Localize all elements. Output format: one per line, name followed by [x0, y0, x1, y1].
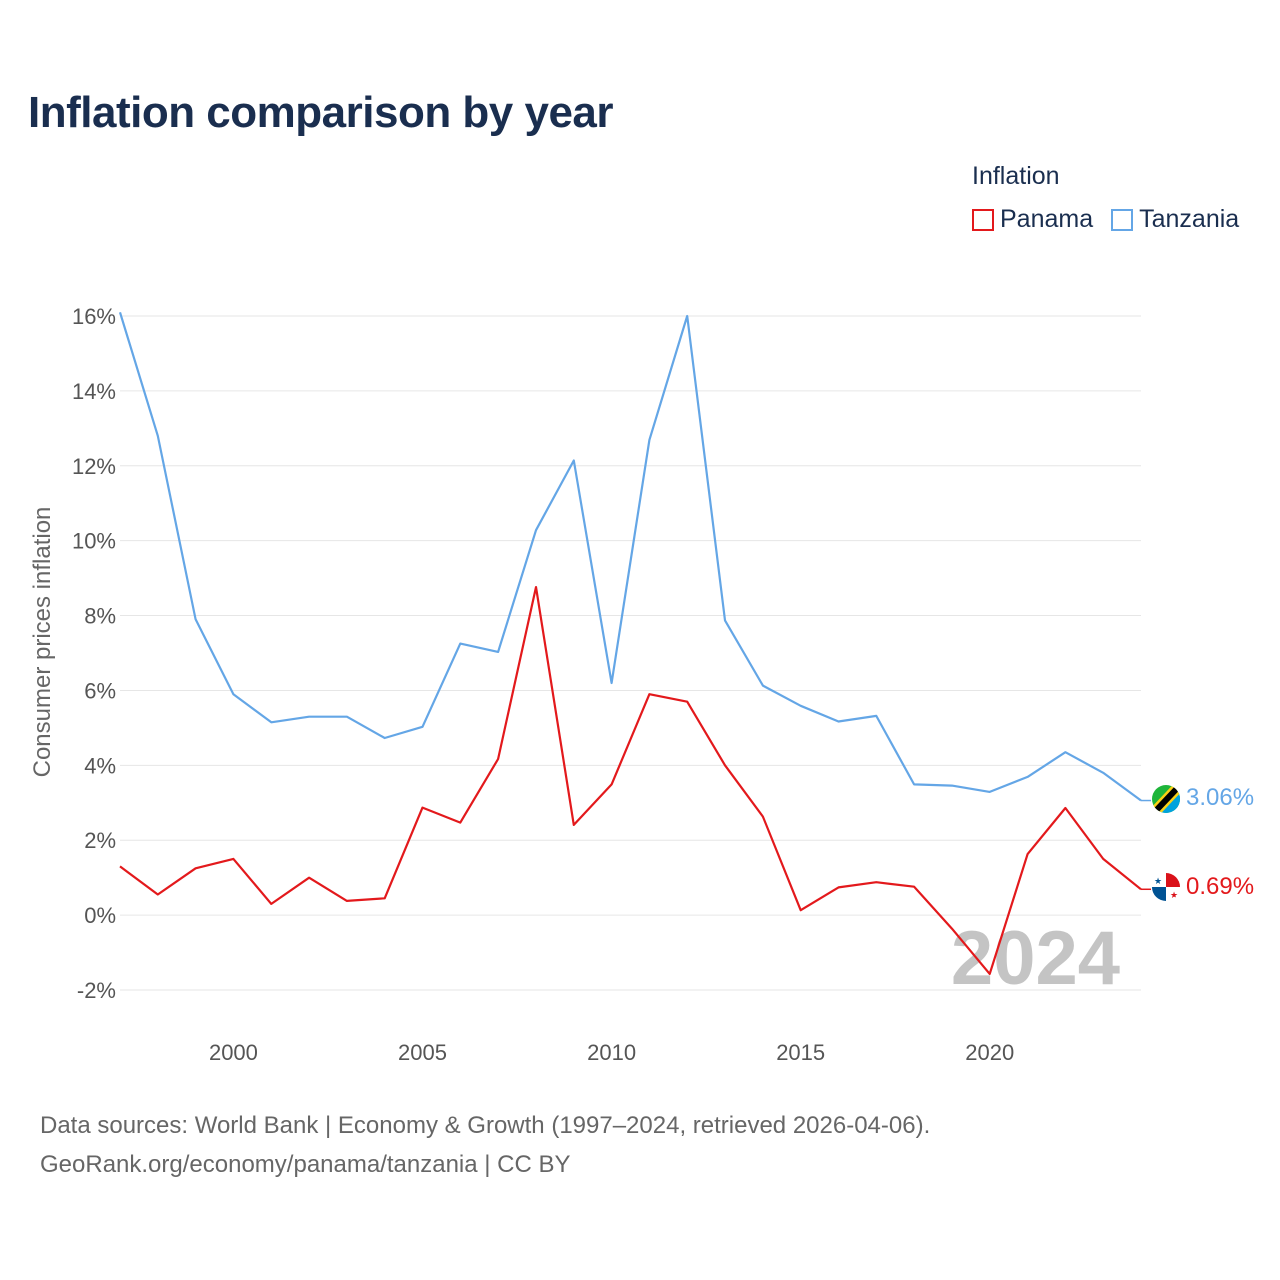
grid-lines — [120, 315, 1141, 991]
y-tick-label: 10% — [72, 529, 116, 554]
svg-text:★: ★ — [1170, 890, 1178, 900]
series-line-panama — [119, 585, 1142, 976]
svg-text:★: ★ — [1154, 876, 1162, 886]
y-tick-label: 2% — [84, 828, 116, 853]
y-axis-label: Consumer prices inflation — [29, 507, 56, 778]
year-watermark: 2024 — [951, 916, 1120, 1001]
legend-label-panama: Panama — [1000, 205, 1094, 233]
chart-title: Inflation comparison by year — [28, 88, 614, 137]
y-tick-label: 0% — [84, 903, 116, 928]
legend-item-panama[interactable]: Panama — [972, 205, 1093, 234]
y-tick-label: 8% — [84, 604, 116, 629]
panama-flag-icon: ★ ★ — [1152, 873, 1180, 901]
x-tick-label: 2000 — [209, 1040, 258, 1065]
y-tick-label: -2% — [77, 978, 116, 1003]
y-axis-ticks: -2% 0% 2% 4% 6% 8% 10% 12% 14% 16% — [72, 304, 116, 1003]
legend: Panama Tanzania — [972, 205, 1239, 234]
legend-item-tanzania[interactable]: Tanzania — [1111, 205, 1239, 234]
series-lines — [118, 311, 1151, 976]
x-tick-label: 2015 — [776, 1040, 825, 1065]
tanzania-flag-icon — [1152, 785, 1180, 813]
x-tick-label: 2010 — [587, 1040, 636, 1065]
y-tick-label: 12% — [72, 454, 116, 479]
x-tick-label: 2005 — [398, 1040, 447, 1065]
source-line-2[interactable]: GeoRank.org/economy/panama/tanzania | CC… — [40, 1151, 571, 1178]
x-tick-label: 2020 — [965, 1040, 1014, 1065]
data-source-note: Data sources: World Bank | Economy & Gro… — [40, 1106, 930, 1184]
tanzania-end-label: 3.06% — [1186, 784, 1254, 811]
panama-end-label: 0.69% — [1186, 873, 1254, 900]
y-tick-label: 14% — [72, 379, 116, 404]
series-line-tanzania — [118, 311, 1142, 802]
legend-label-tanzania: Tanzania — [1139, 205, 1240, 233]
legend-swatch-panama — [972, 208, 994, 231]
y-tick-label: 6% — [84, 678, 116, 703]
x-axis-ticks: 2000 2005 2010 2015 2020 — [209, 1040, 1014, 1065]
legend-title: Inflation — [972, 162, 1060, 190]
y-tick-label: 4% — [84, 753, 116, 778]
y-tick-label: 16% — [72, 304, 116, 329]
source-line-1: Data sources: World Bank | Economy & Gro… — [40, 1112, 931, 1139]
legend-swatch-tanzania — [1111, 208, 1134, 231]
